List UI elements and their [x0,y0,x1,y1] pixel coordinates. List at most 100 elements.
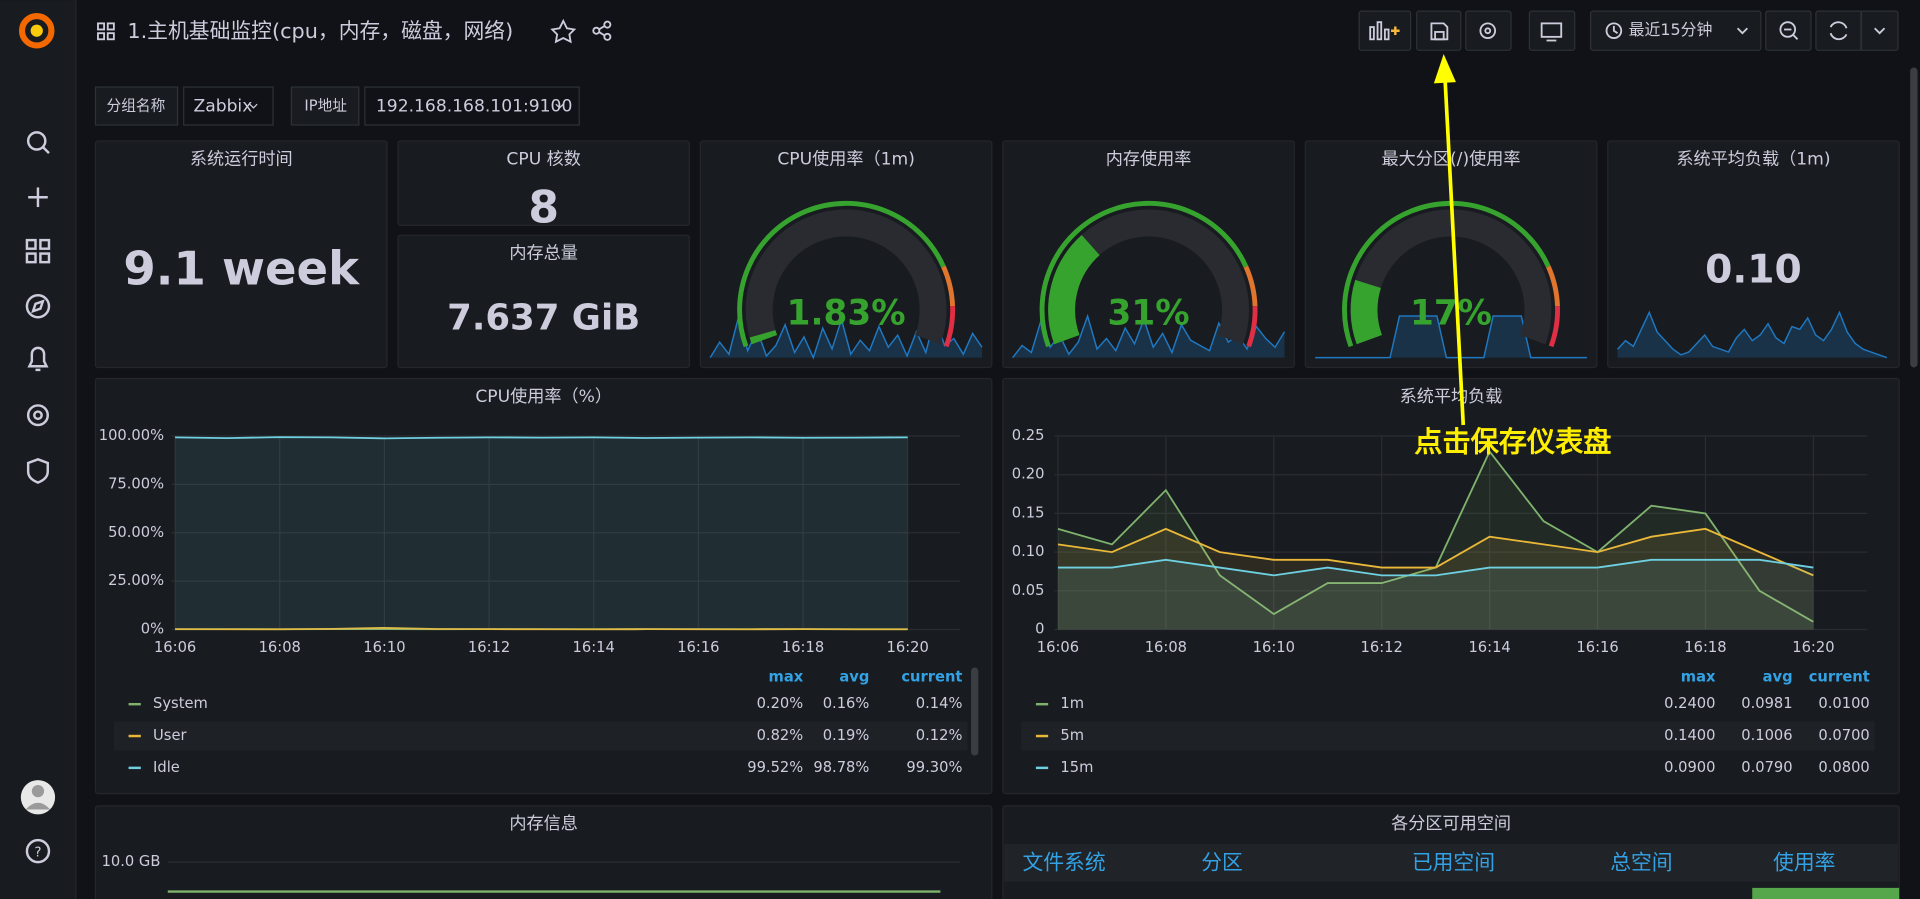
legend-header: max [1681,668,1716,685]
panel [1002,377,1900,795]
series-area [1057,451,1814,630]
legend-value: 0.2400 [1664,695,1715,712]
legend-name: System [153,695,208,712]
legend-value: 0.16% [823,695,870,712]
x-tick-label: 16:14 [1468,639,1510,656]
panel [397,140,690,227]
logo-core [30,24,43,37]
series-line [1057,527,1814,577]
refresh-button[interactable] [1815,10,1899,51]
gauge-threshold [737,200,946,348]
annotation-arrowhead [1433,53,1456,84]
variable-dropdown[interactable] [364,86,580,126]
gauge-threshold [943,306,956,348]
gauge-value [1350,279,1383,345]
x-tick-label: 16:10 [1253,639,1295,656]
user-avatar[interactable] [20,780,56,815]
gauge-threshold [1243,265,1258,307]
help-mark: ? [34,845,41,860]
variable-dropdown[interactable] [183,86,274,126]
legend-row-bg [1021,721,1875,751]
column-header: 分区 [1201,850,1243,874]
legend-value: 0.0800 [1818,759,1869,776]
x-tick-label: 16:08 [1145,639,1187,656]
x-tick-label: 16:10 [363,639,405,656]
legend-value: 0.0790 [1741,759,1792,776]
time-picker[interactable] [1590,10,1762,51]
column-header: 已用空间 [1412,850,1495,874]
gauge-label: 17% [1410,293,1492,333]
legend-value: 99.52% [747,759,803,776]
legend-value: 0.0900 [1664,759,1715,776]
x-tick-label: 16:06 [154,639,196,656]
legend-name: 15m [1060,759,1093,776]
legend-name: 1m [1060,695,1084,712]
gauge-threshold [1039,200,1249,348]
y-tick-label: 0.10 [1012,543,1045,560]
legend-value: 0.0700 [1818,727,1869,744]
legend-row-bg [113,721,968,751]
panel-title: 各分区可用空间 [1391,814,1511,834]
zoom-out-button[interactable] [1765,10,1812,51]
grafana-logo[interactable] [18,12,55,49]
legend-value: 0.1400 [1664,727,1715,744]
series-line [1057,558,1814,577]
usage-bar [1752,887,1900,899]
y-tick-label: 0% [141,621,164,638]
gauge-threshold [1546,265,1560,307]
explore-icon[interactable] [25,293,51,319]
scrollbar [1910,67,1918,368]
gauge-value [1048,235,1100,345]
variable-value[interactable]: 192.168.168.101:9100 [376,97,572,117]
panel [397,234,690,369]
alerting-icon[interactable] [27,346,49,372]
y-tick-label: 0 [1035,621,1044,638]
x-tick-label: 16:14 [573,639,615,656]
sparkline-area [1617,312,1887,358]
variable-label-box [290,86,360,126]
search-icon[interactable] [26,131,50,155]
x-tick-label: 16:16 [677,639,719,656]
sparkline-area [1012,316,1285,358]
x-tick-label: 16:06 [1037,639,1079,656]
config-icon[interactable] [26,404,49,427]
dropdown-caret [555,103,564,109]
avatar-body [25,802,51,810]
time-range[interactable]: 最近15分钟 [1629,20,1713,39]
panel-title: 内存信息 [509,814,578,834]
legend-value: 0.12% [916,727,963,744]
gauge-label: 1.83% [787,293,906,333]
save-button[interactable] [1416,10,1462,51]
admin-icon[interactable] [26,457,49,484]
dashboards-icon[interactable] [25,238,51,264]
panel [94,140,388,369]
create-icon[interactable] [28,187,48,208]
gauge-label: 31% [1108,293,1190,333]
x-tick-label: 16:20 [1792,639,1834,656]
legend-scrollbar [971,667,979,756]
legend-value: 0.19% [823,727,870,744]
help-icon[interactable] [25,838,51,864]
legend-value: 99.30% [906,759,962,776]
legend-name: Idle [153,759,180,776]
panel [699,140,993,369]
y-tick-label: 100.00% [99,427,164,444]
panel-title: 系统运行时间 [190,149,293,169]
y-tick-label: 75.00% [108,475,164,492]
dashboard-title[interactable]: 1.主机基础监控(cpu，内存，磁盘，网络) [127,19,513,43]
star-button[interactable] [550,18,577,44]
share-button[interactable] [592,20,612,41]
stat-value: 8 [528,183,559,234]
settings-button[interactable] [1465,10,1512,51]
panel-title: 内存总量 [509,244,578,264]
y-tick-label: 50.00% [108,524,164,541]
variable-label: IP地址 [304,98,347,115]
panel [94,805,993,899]
series-line [175,626,908,631]
tv-mode-button[interactable] [1528,10,1576,51]
y-tick-label: 0.15 [1012,504,1045,521]
x-tick-label: 16:08 [259,639,301,656]
column-header: 使用率 [1773,850,1835,874]
variable-value[interactable]: Zabbix [193,97,252,117]
stat-value: 0.10 [1705,247,1802,292]
